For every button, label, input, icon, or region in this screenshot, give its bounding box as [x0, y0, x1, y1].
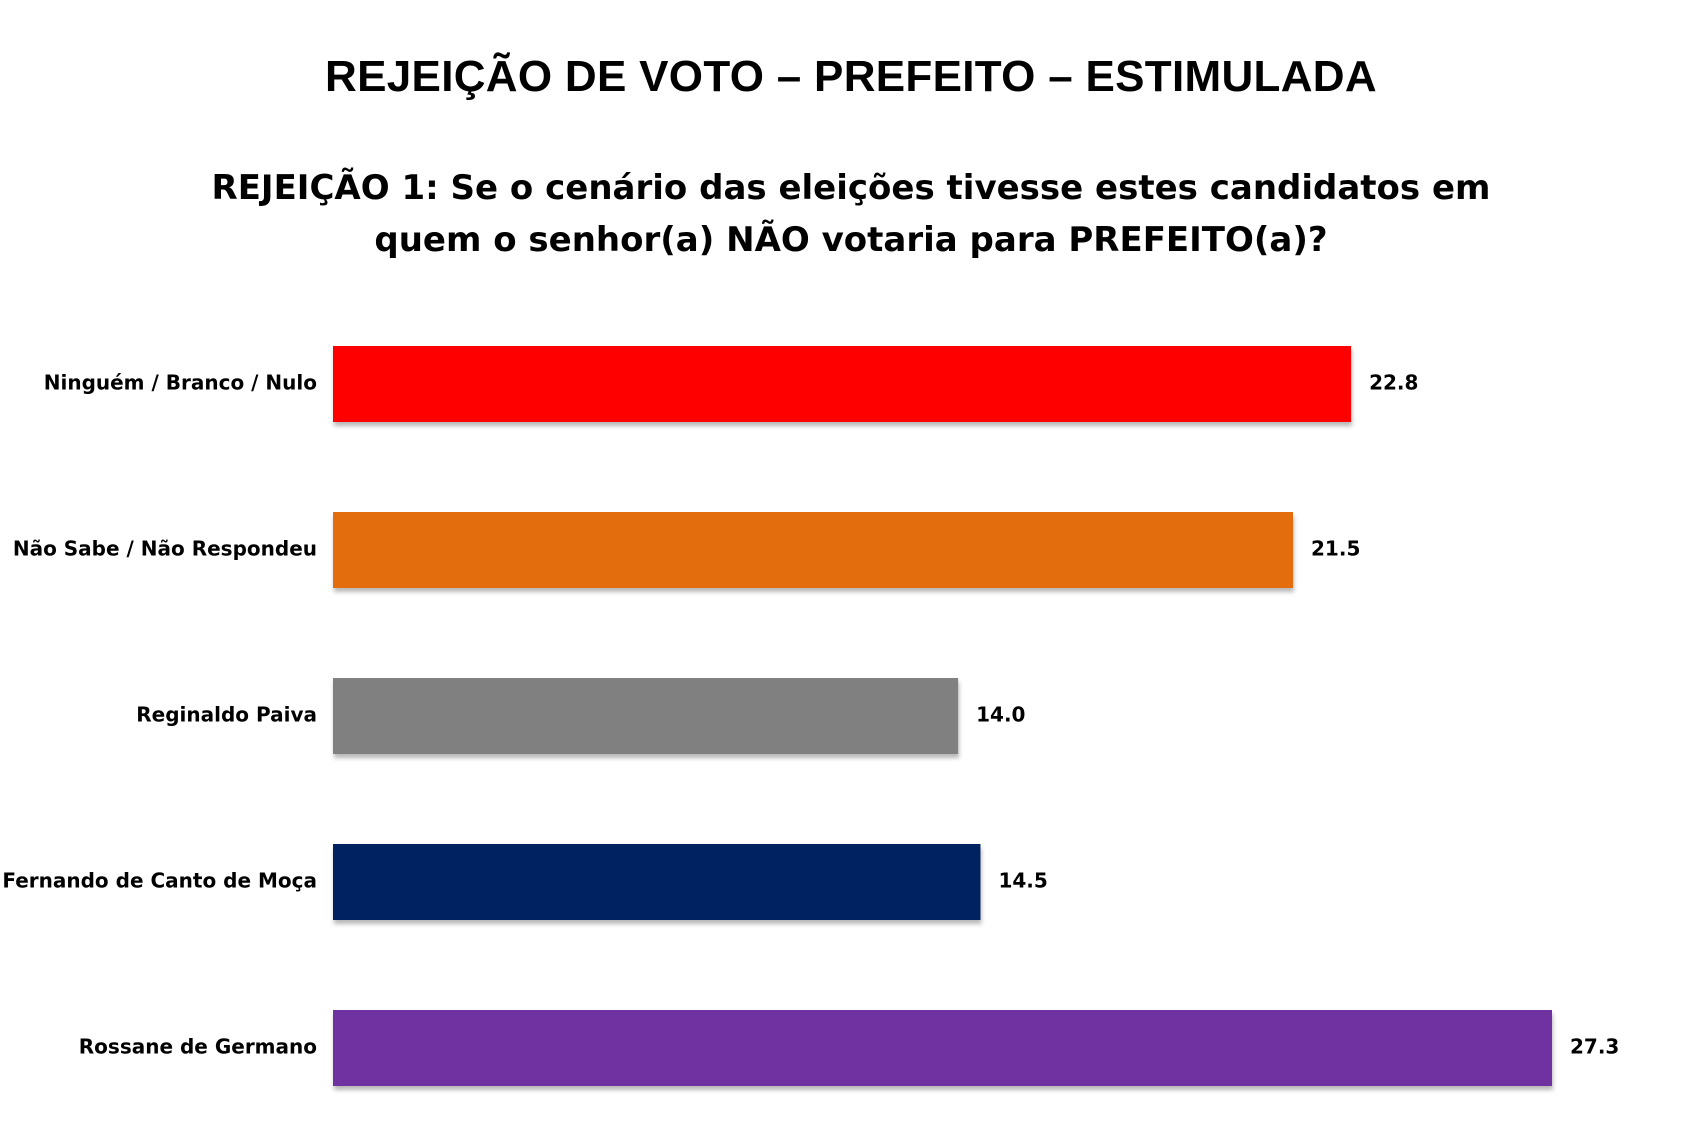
bar — [333, 844, 981, 920]
data-label: 21.5 — [1311, 537, 1360, 561]
category-label: Rossane de Germano — [79, 1035, 317, 1059]
category-label: Reginaldo Paiva — [136, 703, 317, 727]
data-label: 27.3 — [1570, 1035, 1619, 1059]
data-label: 14.5 — [998, 869, 1047, 893]
category-label: Fernando de Canto de Moça — [2, 869, 317, 893]
data-label: 14.0 — [976, 703, 1025, 727]
data-label: 22.8 — [1369, 371, 1418, 395]
bar — [333, 678, 959, 754]
bar — [333, 1010, 1552, 1086]
chart-title: REJEIÇÃO DE VOTO – PREFEITO – ESTIMULADA — [325, 52, 1377, 101]
bar — [333, 346, 1352, 422]
category-label: Ninguém / Branco / Nulo — [44, 371, 317, 395]
chart-subtitle: REJEIÇÃO 1: Se o cenário das eleições ti… — [211, 168, 1491, 260]
bar — [333, 512, 1294, 588]
category-label: Não Sabe / Não Respondeu — [13, 537, 317, 561]
